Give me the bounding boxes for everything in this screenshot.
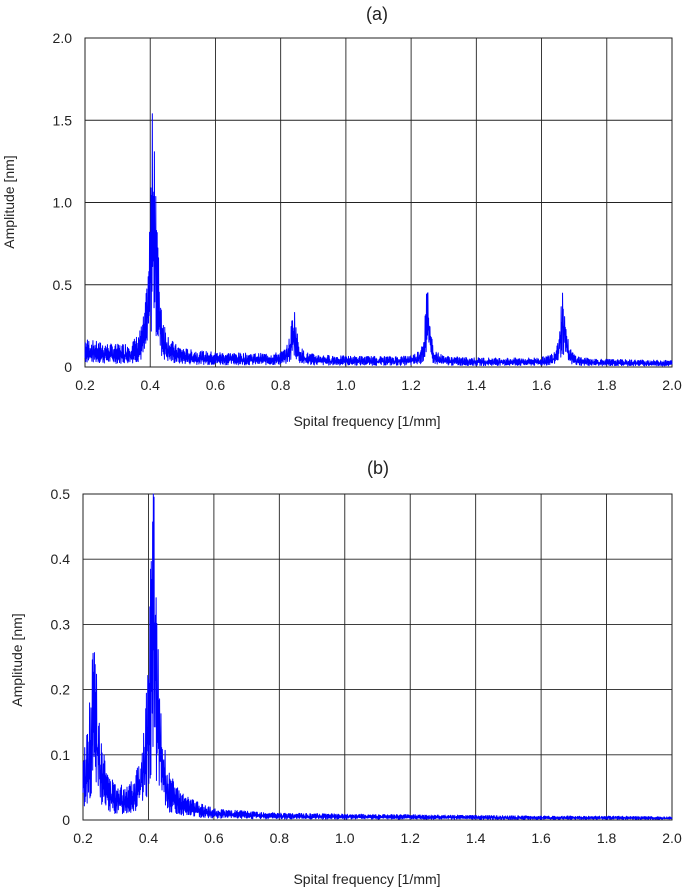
panel-a-x-tick-label: 0.4 (140, 377, 160, 393)
panel-b-x-tick-label: 1.8 (597, 830, 617, 846)
panel-b-title: (b) (367, 458, 389, 478)
panel-a-x-tick-label: 2.0 (662, 377, 682, 393)
panel-a-x-tick-label: 1.4 (467, 377, 487, 393)
panel-a-title: (a) (366, 4, 388, 24)
panel-b-y-tick-label: 0.2 (51, 682, 71, 698)
panel-b: (b) 0.2 0.4 0.6 0.8 1.0 1.2 1.4 1.6 1.8 2.0 00.10… (9, 458, 682, 887)
panel-a-y-tick-label: 1.0 (53, 195, 73, 211)
panel-b-x-tick-label: 1.0 (335, 830, 355, 846)
panel-a-x-tick-label: 0.2 (75, 377, 95, 393)
panel-a-x-tick-label: 0.6 (206, 377, 226, 393)
panel-a-x-tick-label: 1.0 (336, 377, 356, 393)
panel-a-y-ticks: 0 0.5 1.0 1.5 2.0 (53, 30, 73, 375)
panel-a-x-tick-label: 1.8 (597, 377, 617, 393)
panel-a-x-ticks: 0.2 0.4 0.6 0.8 1.0 1.2 1.4 1.6 1.8 2.0 (75, 377, 682, 393)
panel-b-spectrum-line (82, 493, 673, 820)
panel-a-x-tick-label: 1.2 (401, 377, 421, 393)
panel-b-x-tick-label: 1.4 (466, 830, 486, 846)
panel-a-y-tick-label: 2.0 (53, 30, 73, 46)
panel-b-plot-frame (82, 493, 673, 821)
panel-b-x-tick-label: 0.4 (139, 830, 159, 846)
panel-b-x-tick-label: 0.6 (204, 830, 224, 846)
panel-b-x-label: Spital frequency [1/mm] (293, 871, 440, 887)
panel-a-x-tick-label: 1.6 (532, 377, 552, 393)
panel-a-y-tick-label: 1.5 (53, 112, 73, 128)
panel-b-y-tick-label: 0.3 (51, 616, 71, 632)
panel-b-x-tick-label: 0.2 (73, 830, 93, 846)
panel-a-y-tick-label: 0.5 (53, 277, 73, 293)
panel-b-y-tick-label: 0.5 (51, 486, 71, 502)
panel-b-x-tick-label: 1.6 (531, 830, 551, 846)
panel-a-x-tick-label: 0.8 (271, 377, 291, 393)
panel-b-y-tick-label: 0.4 (51, 551, 71, 567)
panel-b-x-ticks: 0.2 0.4 0.6 0.8 1.0 1.2 1.4 1.6 1.8 2.0 (73, 830, 682, 846)
panel-b-x-tick-label: 1.2 (400, 830, 420, 846)
panel-a-x-label: Spital frequency [1/mm] (293, 413, 440, 429)
panel-b-x-tick-label: 2.0 (662, 830, 682, 846)
panel-b-x-tick-label: 0.8 (270, 830, 290, 846)
panel-b-y-label: Amplitude [nm] (9, 613, 25, 706)
panel-a-y-tick-label: 0 (64, 359, 72, 375)
panel-a-grid (84, 37, 673, 368)
panel-a-plot-frame (84, 37, 673, 368)
panel-a: (a) 0.2 0.4 0.6 0.8 1.0 1.2 1.4 1.6 1.8 2.0 0 0.5 1… (1, 4, 682, 429)
panel-a-y-label: Amplitude [nm] (1, 155, 17, 248)
panel-b-grid (82, 493, 673, 821)
panel-b-y-tick-label: 0 (62, 812, 70, 828)
panel-b-y-tick-label: 0.1 (51, 747, 71, 763)
panel-b-y-ticks: 0 0.1 0.2 0.3 0.4 0.5 (51, 486, 71, 828)
panel-a-spectrum-line (84, 113, 673, 367)
